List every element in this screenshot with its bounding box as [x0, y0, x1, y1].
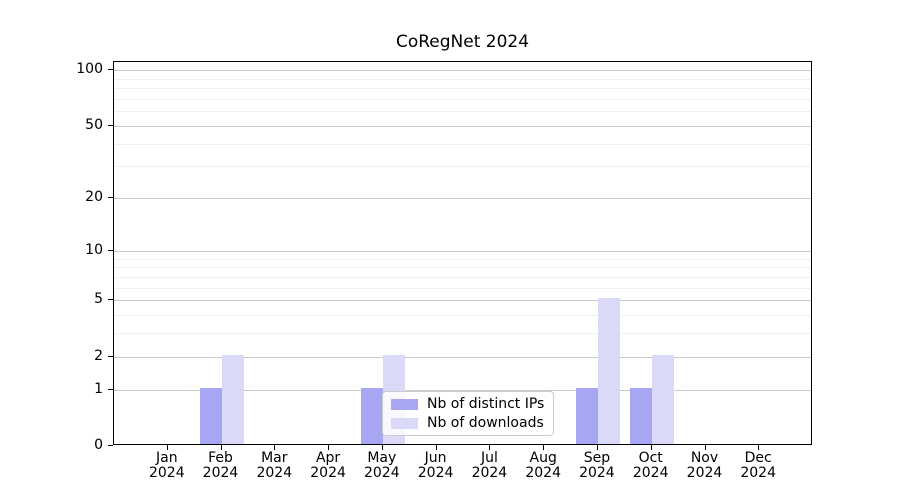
x-tick-feb — [220, 445, 222, 450]
gridline-minor-6 — [114, 287, 811, 289]
plot-area — [113, 61, 812, 445]
bar-nb-of-downloads-feb — [221, 354, 244, 444]
legend-label-downloads: Nb of downloads — [427, 415, 544, 431]
x-tick-label-month: Apr — [315, 450, 341, 466]
gridline-minor-4 — [114, 314, 811, 316]
x-tick-label-year: 2024 — [632, 465, 669, 481]
y-tick-label-5: 5 — [94, 291, 103, 308]
x-tick-may — [381, 445, 383, 450]
x-tick-label-year: 2024 — [148, 465, 185, 481]
y-tick-label-0: 0 — [94, 437, 103, 453]
x-tick-label-month: Jun — [424, 450, 447, 466]
gridline-major-100 — [114, 70, 811, 72]
x-tick-label-year: 2024 — [579, 465, 615, 481]
x-tick-label-month: Aug — [529, 450, 557, 466]
legend-item-downloads: Nb of downloads — [391, 415, 544, 431]
x-tick-label-jan: Jan 2024 — [127, 451, 207, 481]
bar-nb-of-distinct-ips-sep — [575, 387, 598, 444]
x-tick-sep — [596, 445, 598, 450]
x-tick-label-year: 2024 — [256, 465, 293, 481]
y-tick-label-1: 1 — [94, 380, 103, 397]
legend-label-distinct-ips: Nb of distinct IPs — [427, 396, 545, 412]
y-tick-label-2: 2 — [94, 347, 103, 364]
x-tick-label-month: Oct — [638, 450, 663, 466]
x-tick-label-month: Feb — [208, 450, 233, 466]
gridline-minor-60 — [114, 111, 811, 113]
x-tick-label-year: 2024 — [740, 465, 776, 481]
x-tick-label-year: 2024 — [363, 465, 400, 481]
x-tick-label-feb: Feb 2024 — [181, 451, 261, 481]
x-tick-label-aug: Aug 2024 — [503, 451, 583, 481]
gridline-minor-7 — [114, 276, 811, 278]
legend-item-distinct-ips: Nb of distinct IPs — [391, 396, 544, 412]
bar-nb-of-distinct-ips-oct — [629, 387, 652, 444]
bar-nb-of-downloads-sep — [597, 298, 620, 444]
x-tick-label-sep: Sep 2024 — [557, 451, 637, 481]
x-tick-label-year: 2024 — [686, 465, 723, 481]
x-tick-label-year: 2024 — [525, 465, 561, 481]
x-tick-jun — [435, 445, 437, 450]
bar-nb-of-distinct-ips-feb — [199, 387, 222, 444]
x-tick-label-jun: Jun 2024 — [396, 451, 476, 481]
y-tick-label-50: 50 — [85, 116, 103, 133]
x-tick-apr — [328, 445, 330, 450]
x-tick-label-mar: Mar 2024 — [234, 451, 314, 481]
gridline-major-50 — [114, 125, 811, 127]
x-tick-label-dec: Dec 2024 — [718, 451, 798, 481]
gridline-major-10 — [114, 250, 811, 252]
y-tick-label-20: 20 — [85, 189, 103, 205]
x-tick-nov — [704, 445, 706, 450]
gridline-minor-30 — [114, 166, 811, 168]
legend: Nb of distinct IPs Nb of downloads — [382, 391, 555, 436]
gridline-major-20 — [114, 198, 811, 199]
y-tick-label-100: 100 — [76, 61, 103, 78]
gridline-minor-80 — [114, 88, 811, 90]
x-tick-label-month: May — [367, 450, 397, 466]
gridline-major-1 — [114, 389, 811, 391]
x-tick-label-month: Sep — [583, 450, 611, 466]
x-tick-label-month: Nov — [690, 450, 719, 466]
x-tick-mar — [274, 445, 276, 450]
x-tick-dec — [758, 445, 760, 450]
gridline-minor-90 — [114, 78, 811, 80]
chart-title: CoRegNet 2024 — [395, 32, 530, 52]
gridline-major-2 — [114, 356, 811, 358]
gridline-minor-9 — [114, 258, 811, 260]
x-tick-label-year: 2024 — [202, 465, 239, 481]
x-tick-label-year: 2024 — [310, 465, 346, 481]
x-tick-label-jul: Jul 2024 — [449, 451, 529, 481]
legend-swatch-downloads-icon — [391, 417, 418, 429]
y-tick-label-10: 10 — [85, 241, 103, 258]
legend-swatch-distinct-ips-icon — [391, 398, 418, 410]
x-tick-label-month: Dec — [744, 450, 772, 466]
x-tick-label-nov: Nov 2024 — [665, 451, 745, 481]
x-tick-label-apr: Apr 2024 — [288, 451, 368, 481]
x-tick-label-month: Jan — [156, 450, 178, 466]
bar-nb-of-distinct-ips-may — [360, 387, 383, 444]
x-tick-jan — [166, 445, 168, 450]
x-tick-label-month: Jul — [480, 450, 498, 466]
x-tick-aug — [543, 445, 545, 450]
x-tick-label-oct: Oct 2024 — [611, 451, 691, 481]
gridline-major-5 — [114, 300, 811, 302]
gridline-minor-3 — [114, 333, 811, 335]
x-tick-label-year: 2024 — [471, 465, 508, 481]
gridline-minor-70 — [114, 98, 811, 100]
x-tick-oct — [650, 445, 652, 450]
gridline-minor-8 — [114, 267, 811, 269]
y-tick-0 — [108, 445, 113, 446]
bar-nb-of-downloads-oct — [651, 354, 674, 444]
x-tick-jul — [489, 445, 491, 450]
x-tick-label-year: 2024 — [417, 465, 454, 481]
x-tick-label-month: Mar — [261, 450, 288, 466]
gridline-minor-40 — [114, 143, 811, 145]
x-tick-label-may: May 2024 — [342, 451, 422, 481]
